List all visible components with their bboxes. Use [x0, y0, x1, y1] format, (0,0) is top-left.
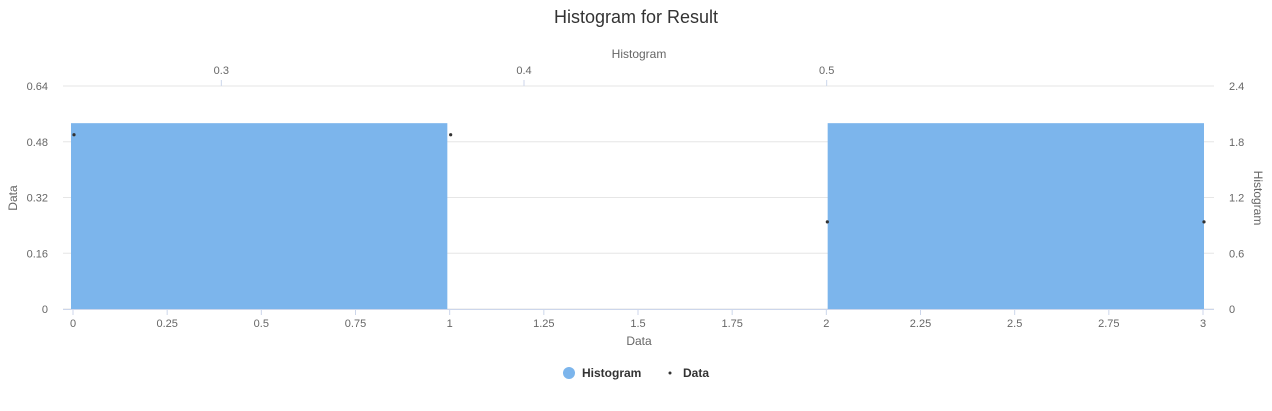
data-point[interactable] — [72, 133, 76, 137]
legend-data-label: Data — [683, 366, 709, 380]
y-left-tick-label: 0.48 — [27, 137, 48, 149]
x-tick-label: 2.25 — [910, 318, 931, 330]
top-tick-label: 0.5 — [819, 65, 834, 77]
legend-data-marker — [668, 371, 672, 375]
legend: Histogram Data — [563, 366, 709, 380]
x-tick-label: 1.5 — [630, 318, 645, 330]
y-right-tick-label: 2.4 — [1229, 81, 1244, 93]
y-axis-right-title: Histogram — [1251, 171, 1265, 226]
x-tick-label: 1.75 — [721, 318, 742, 330]
data-point[interactable] — [449, 133, 453, 137]
top-tick-label: 0.4 — [516, 65, 531, 77]
legend-item-data[interactable]: Data — [668, 366, 710, 380]
chart-title: Histogram for Result — [554, 7, 718, 27]
data-point[interactable] — [825, 220, 829, 224]
x-axis-title: Data — [626, 334, 652, 348]
x-tick-label: 2.5 — [1007, 318, 1022, 330]
x-tick-label: 2 — [823, 318, 829, 330]
y-right-tick-label: 0 — [1229, 304, 1235, 316]
x-tick-label: 0.75 — [345, 318, 366, 330]
legend-histogram-label: Histogram — [582, 366, 641, 380]
legend-histogram-marker — [563, 367, 575, 379]
histogram-bar[interactable] — [827, 123, 1204, 310]
x-tick-label: 0.5 — [254, 318, 269, 330]
histogram-bar[interactable] — [71, 123, 448, 310]
chart-subtitle: Histogram — [612, 47, 667, 61]
y-left-tick-label: 0.32 — [27, 193, 48, 205]
x-tick-label: 3 — [1200, 318, 1206, 330]
x-tick-label: 2.75 — [1098, 318, 1119, 330]
y-right-tick-label: 1.8 — [1229, 137, 1244, 149]
top-tick-label: 0.3 — [214, 65, 229, 77]
x-tick-label: 0 — [70, 318, 76, 330]
data-point[interactable] — [1202, 220, 1206, 224]
x-tick-label: 0.25 — [156, 318, 177, 330]
y-left-tick-label: 0 — [42, 304, 48, 316]
y-axis-left-title: Data — [6, 185, 20, 211]
y-right-tick-label: 1.2 — [1229, 193, 1244, 205]
y-right-tick-label: 0.6 — [1229, 248, 1244, 260]
data-points[interactable] — [72, 133, 1206, 224]
x-tick-label: 1 — [447, 318, 453, 330]
histogram-bars[interactable] — [71, 123, 1204, 310]
legend-item-histogram[interactable]: Histogram — [563, 366, 641, 380]
y-left-tick-label: 0.64 — [27, 81, 48, 93]
x-tick-label: 1.25 — [533, 318, 554, 330]
y-left-tick-label: 0.16 — [27, 248, 48, 260]
